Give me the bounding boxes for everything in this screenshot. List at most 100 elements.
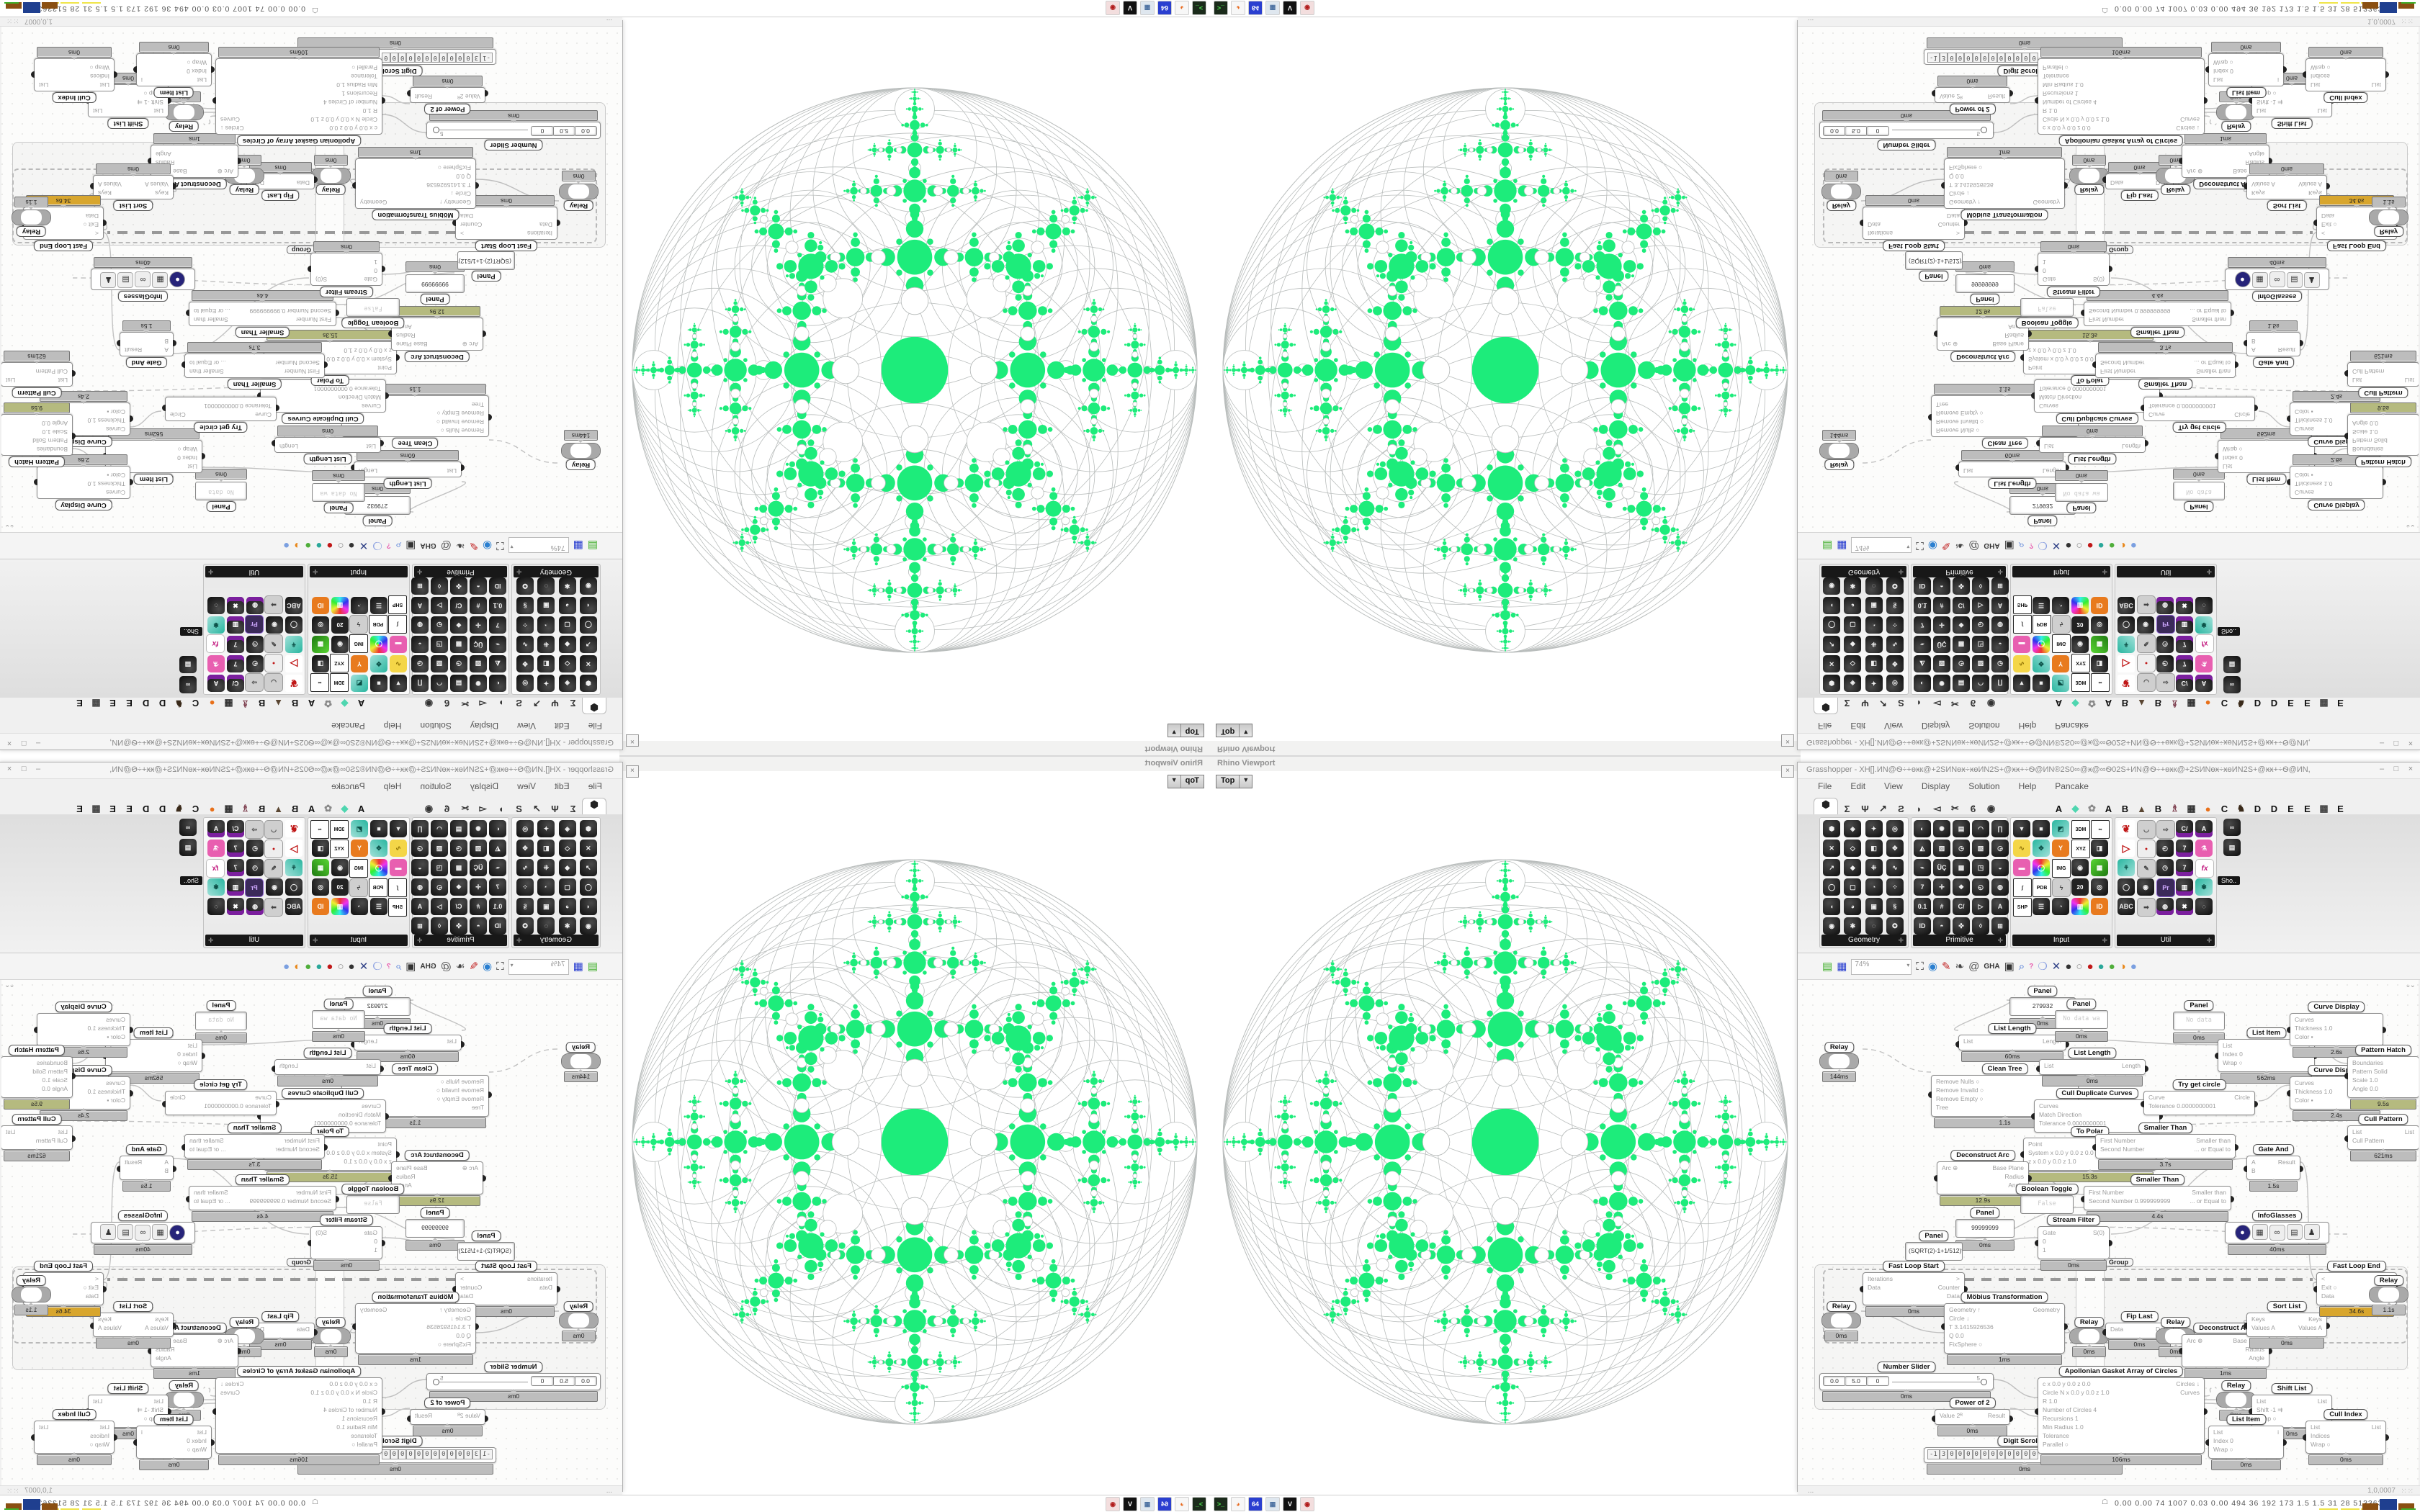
- component-icon[interactable]: ✥: [516, 655, 534, 672]
- component-icon[interactable]: #: [470, 898, 487, 915]
- component-icon[interactable]: ◍: [2156, 898, 2174, 915]
- component-icon[interactable]: 7: [227, 859, 244, 876]
- component-icon[interactable]: ⬢: [579, 820, 597, 837]
- component-icon[interactable]: ▼: [2013, 820, 2030, 837]
- component-icon[interactable]: ✛: [1933, 616, 1950, 634]
- tab-icon-1[interactable]: Σ: [570, 804, 576, 814]
- plugin-tab-4[interactable]: B: [291, 804, 299, 814]
- box-help-icon[interactable]: ?: [2029, 541, 2034, 550]
- component-icon[interactable]: ✕: [579, 655, 597, 672]
- plugin-tab-11[interactable]: ♞: [174, 803, 184, 814]
- plugin-tab-6[interactable]: B: [258, 804, 266, 814]
- node-label[interactable]: Shift List: [107, 118, 149, 129]
- tab-icon-9[interactable]: ◉: [1986, 698, 1996, 709]
- taskbar-app-floppy-64[interactable]: 64: [1248, 1, 1263, 15]
- component-icon[interactable]: 3DM: [2071, 820, 2090, 839]
- component-icon[interactable]: ◩: [2052, 675, 2069, 692]
- node-label[interactable]: Relay: [2160, 184, 2191, 195]
- component-icon[interactable]: ◖: [579, 898, 597, 915]
- plugin-tab-8[interactable]: ▦: [224, 698, 233, 709]
- component-icon[interactable]: ✜: [450, 917, 467, 935]
- zoom-extents-icon[interactable]: ⛶: [1916, 539, 1924, 552]
- taskbar-app-firefox[interactable]: ◕: [1231, 1, 1245, 15]
- preview-dark-icon[interactable]: ●: [348, 539, 355, 552]
- menu-view[interactable]: View: [517, 721, 536, 731]
- component-icon[interactable]: ◠: [1972, 820, 1989, 837]
- node-label[interactable]: Relay: [1824, 459, 1855, 470]
- component-icon[interactable]: ▬: [2013, 636, 2030, 653]
- component-icon[interactable]: ▥: [2071, 898, 2089, 915]
- tab-icon-9[interactable]: ◉: [424, 698, 434, 709]
- panel-label[interactable]: Primitive ✛: [414, 935, 507, 946]
- component-icon[interactable]: ◡: [2137, 673, 2156, 692]
- node-label[interactable]: Shift List: [107, 1383, 149, 1394]
- component-icon[interactable]: ∿: [1886, 636, 1904, 653]
- balloon-icon[interactable]: ❍: [2038, 960, 2048, 973]
- plugin-tab-1[interactable]: ◆: [341, 803, 349, 814]
- node-label[interactable]: Relay: [1826, 1301, 1857, 1312]
- plugin-tab-11[interactable]: ♞: [174, 698, 184, 709]
- component-icon[interactable]: C/: [1953, 898, 1970, 915]
- preview-wire-icon[interactable]: ○: [337, 960, 344, 973]
- component-icon[interactable]: ∞: [310, 673, 329, 692]
- component-icon[interactable]: ❦: [2118, 820, 2135, 837]
- chevron-down-icon[interactable]: ▼: [1242, 776, 1250, 783]
- node-label[interactable]: Deconstruct Arc: [405, 351, 470, 362]
- component-icon[interactable]: ✥: [1886, 840, 1904, 857]
- menu-edit[interactable]: Edit: [1850, 781, 1866, 791]
- plugin-tab-3[interactable]: A: [308, 804, 315, 814]
- component-icon[interactable]: fx: [206, 634, 225, 653]
- node-label[interactable]: Power of 2: [1949, 1398, 1996, 1408]
- tab-icon-3[interactable]: ↗: [1879, 803, 1887, 814]
- node-label[interactable]: Relay: [169, 1380, 200, 1391]
- component-icon[interactable]: ∏: [411, 820, 429, 837]
- menu-display[interactable]: Display: [470, 721, 499, 731]
- node-label[interactable]: Number Slider: [1877, 1362, 1936, 1372]
- plugin-tab-1[interactable]: ◆: [2071, 698, 2079, 709]
- component-icon[interactable]: A: [2195, 820, 2213, 837]
- zoom-dropdown[interactable]: 74% ▾: [508, 537, 569, 554]
- node-label[interactable]: Gate And: [2252, 1144, 2295, 1155]
- component-icon[interactable]: ◎: [312, 878, 329, 896]
- component-icon[interactable]: ⊞: [1991, 917, 2009, 935]
- component-icon[interactable]: ⁘: [1886, 878, 1904, 896]
- component-icon[interactable]: ▷: [2118, 655, 2135, 672]
- component-icon[interactable]: ◖: [1823, 898, 1841, 915]
- component-icon[interactable]: ◈: [1844, 820, 1862, 837]
- component-icon[interactable]: ◔: [1865, 878, 1883, 896]
- component-icon[interactable]: ✥: [2033, 655, 2050, 672]
- tab-icon-7[interactable]: ✂: [1951, 698, 1959, 709]
- component-icon[interactable]: ▣: [1865, 597, 1883, 614]
- component-icon[interactable]: ◷: [1953, 840, 1970, 857]
- menu-edit[interactable]: Edit: [554, 781, 570, 791]
- preview-eye-icon[interactable]: ◉: [483, 539, 493, 552]
- component-icon[interactable]: ▧: [1972, 840, 1989, 857]
- minimize-icon[interactable]: –: [35, 765, 41, 773]
- viewport-name[interactable]: Top: [1216, 775, 1240, 788]
- node-label[interactable]: Möbius Transformation: [372, 210, 460, 220]
- component-icon[interactable]: C/: [1953, 597, 1970, 614]
- select-teal-icon[interactable]: ●: [315, 960, 323, 973]
- chevron-up-icon[interactable]: ☖: [2102, 6, 2108, 14]
- taskbar-app-firefox[interactable]: ◕: [1231, 1497, 1245, 1511]
- component-icon[interactable]: ✜: [1953, 577, 1970, 595]
- resize-grip-icon[interactable]: ⁙⁙: [2401, 1488, 2414, 1495]
- component-icon[interactable]: ◈: [1844, 675, 1862, 692]
- tab-icon-3[interactable]: ↗: [533, 803, 541, 814]
- component-icon[interactable]: 20: [2071, 878, 2089, 896]
- component-icon[interactable]: ▤: [1953, 675, 1970, 692]
- component-icon[interactable]: ▤: [2223, 656, 2241, 673]
- node-label[interactable]: List Item: [2246, 474, 2287, 485]
- node-label[interactable]: InfoGlasses: [117, 1210, 169, 1221]
- collapse-chevrons-icon[interactable]: ⌄⌄: [2405, 523, 2414, 531]
- screenshot-icon[interactable]: ▣: [2004, 539, 2015, 552]
- component-icon[interactable]: ●: [2137, 840, 2156, 858]
- component-icon[interactable]: 7: [2176, 859, 2193, 876]
- node-label[interactable]: Pattern Hatch: [9, 1045, 65, 1056]
- tab-icon-5[interactable]: ◗: [1916, 804, 1922, 814]
- component-icon[interactable]: ◒: [411, 636, 429, 653]
- tab-icon-2[interactable]: Ψ: [1861, 804, 1869, 814]
- wire-display-icon[interactable]: ✕: [359, 539, 369, 552]
- menu-edit[interactable]: Edit: [1850, 721, 1866, 731]
- component-icon[interactable]: C/: [227, 675, 244, 692]
